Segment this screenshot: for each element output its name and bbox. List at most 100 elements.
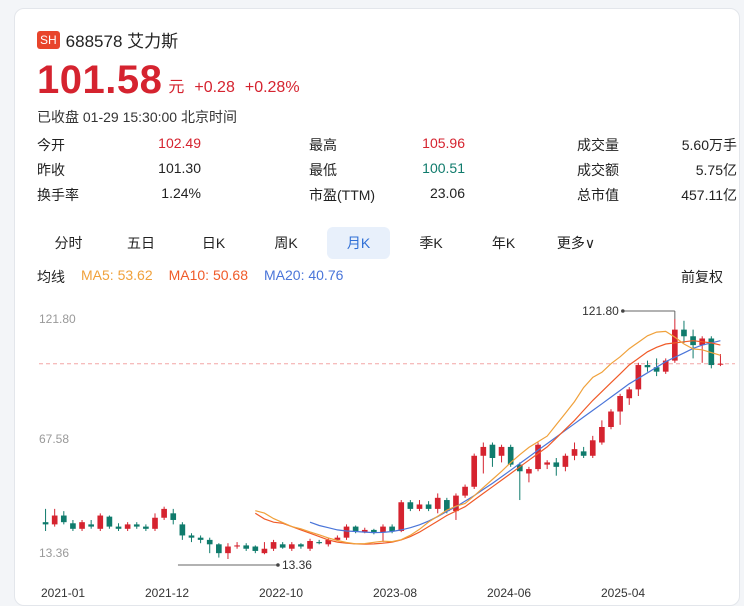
quote-card: SH 688578 艾力斯 101.58 元 +0.28 +0.28% 已收盘 … [14, 8, 740, 606]
candle-body [398, 502, 405, 532]
ma10-value: MA10: 50.68 [168, 267, 248, 283]
stats-row: 昨收 101.30 最低 100.51 成交额 5.75亿 [37, 160, 737, 185]
candle-body [626, 389, 633, 399]
candle-body [298, 544, 304, 547]
tab-4[interactable]: 月K [327, 227, 390, 259]
price-unit: 元 [168, 79, 185, 96]
candle-body [672, 329, 678, 361]
stat-value: 102.49 [158, 135, 201, 151]
ma5-value: MA5: 53.62 [81, 267, 153, 283]
candle-body [589, 440, 596, 456]
stat-label: 最低 [309, 162, 337, 178]
candle-body [444, 500, 450, 512]
ma20-value: MA20: 40.76 [264, 267, 344, 283]
x-tick-label: 2023-08 [373, 586, 417, 600]
y-tick-label: 67.58 [39, 432, 69, 446]
market-status: 已收盘 01-29 15:30:00 北京时间 [37, 109, 237, 125]
min-dot [276, 563, 280, 567]
price-change-pct: +0.28% [244, 79, 300, 96]
stat-label: 成交额 [577, 162, 619, 178]
candle-body [152, 517, 158, 529]
candle-body [580, 451, 587, 456]
candle-body [635, 365, 642, 390]
candle-body [453, 495, 459, 512]
candle-body [571, 449, 578, 456]
candle-body [270, 542, 277, 549]
candle-body [371, 529, 377, 533]
stats-row: 换手率 1.24% 市盈(TTM) 23.06 总市值 457.11亿 [37, 185, 737, 210]
candle-body [216, 544, 222, 554]
candle-body [197, 537, 204, 540]
stat-label: 换手率 [37, 187, 79, 203]
stat-value: 101.30 [158, 160, 201, 176]
candle-body [261, 548, 268, 554]
stat-value: 5.75亿 [695, 162, 737, 178]
tab-7[interactable]: 更多∨ [556, 235, 596, 251]
candle-body [225, 546, 231, 554]
candle-body [325, 539, 332, 545]
ma-title: 均线 [37, 269, 65, 285]
candle-body [88, 524, 94, 527]
candle-body [206, 539, 213, 545]
candle-body [462, 486, 468, 496]
stat-label: 总市值 [577, 187, 619, 203]
candle-body [498, 446, 505, 456]
candle-body [60, 515, 67, 523]
candle-body [243, 545, 250, 549]
stock-code-name: 688578 艾力斯 [65, 32, 179, 51]
candle-body [352, 526, 359, 532]
candle-body [79, 522, 85, 529]
candle-body [316, 542, 322, 544]
candle-body [161, 508, 167, 518]
candle-body [115, 526, 122, 529]
stat-value: 100.51 [422, 160, 465, 176]
x-tick-label: 2022-10 [259, 586, 303, 600]
stat-value: 1.24% [161, 185, 201, 201]
stat-value: 457.11亿 [681, 187, 737, 203]
stat-value: 23.06 [429, 185, 465, 201]
candle-body [489, 444, 496, 458]
candle-body [544, 462, 550, 465]
tab-0[interactable]: 分时 [54, 235, 83, 251]
candle-body [644, 365, 651, 368]
x-tick-label: 2024-06 [487, 586, 531, 600]
price-change: +0.28 [194, 79, 235, 96]
candle-body [516, 464, 523, 472]
kline-chart[interactable]: 121.80 67.58 13.36 121.80 13.36 2021-01 2021-1… [15, 297, 740, 606]
candle-body [51, 515, 58, 525]
candle-body [143, 526, 149, 529]
tab-5[interactable]: 季K [419, 235, 443, 251]
candle-body [425, 504, 432, 509]
candle-body [361, 529, 368, 533]
x-tick-label: 2025-04 [601, 586, 645, 600]
min-label: 13.36 [282, 558, 312, 572]
candle-body [471, 455, 478, 487]
x-tick-label: 2021-12 [145, 586, 189, 600]
stat-label: 成交量 [577, 137, 619, 153]
candle-body [97, 515, 104, 529]
ma20-line [309, 340, 721, 534]
candle-body [343, 526, 350, 538]
tab-3[interactable]: 周K [274, 235, 298, 251]
tab-6[interactable]: 年K [491, 235, 516, 251]
stat-value: 5.60万手 [681, 137, 737, 153]
tab-2[interactable]: 日K [201, 235, 226, 251]
price-row: 101.58 元 +0.28 +0.28% [37, 59, 300, 101]
ma10-line [254, 340, 721, 545]
y-tick-label: 13.36 [39, 546, 69, 560]
max-dot [621, 309, 625, 313]
candle-body [662, 360, 669, 372]
candle-body [234, 545, 240, 547]
tab-1[interactable]: 五日 [127, 235, 155, 251]
candle-body [252, 546, 259, 551]
candle-body [106, 516, 113, 527]
period-tabs: 分时 五日 日K 周K 月K 季K 年K 更多∨ [37, 227, 727, 261]
candle-body [708, 338, 715, 366]
adjust-toggle[interactable]: 前复权 [681, 269, 723, 285]
stats-row: 今开 102.49 最高 105.96 成交量 5.60万手 [37, 135, 737, 160]
candle-body [389, 526, 395, 532]
candle-body [133, 524, 140, 527]
candle-body [681, 329, 687, 337]
candle-body [617, 396, 623, 412]
candle-body [380, 526, 386, 533]
